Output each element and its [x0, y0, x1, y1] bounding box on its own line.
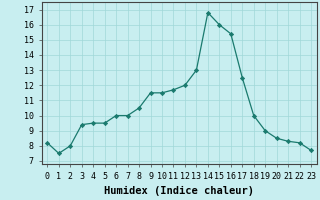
X-axis label: Humidex (Indice chaleur): Humidex (Indice chaleur)	[104, 186, 254, 196]
